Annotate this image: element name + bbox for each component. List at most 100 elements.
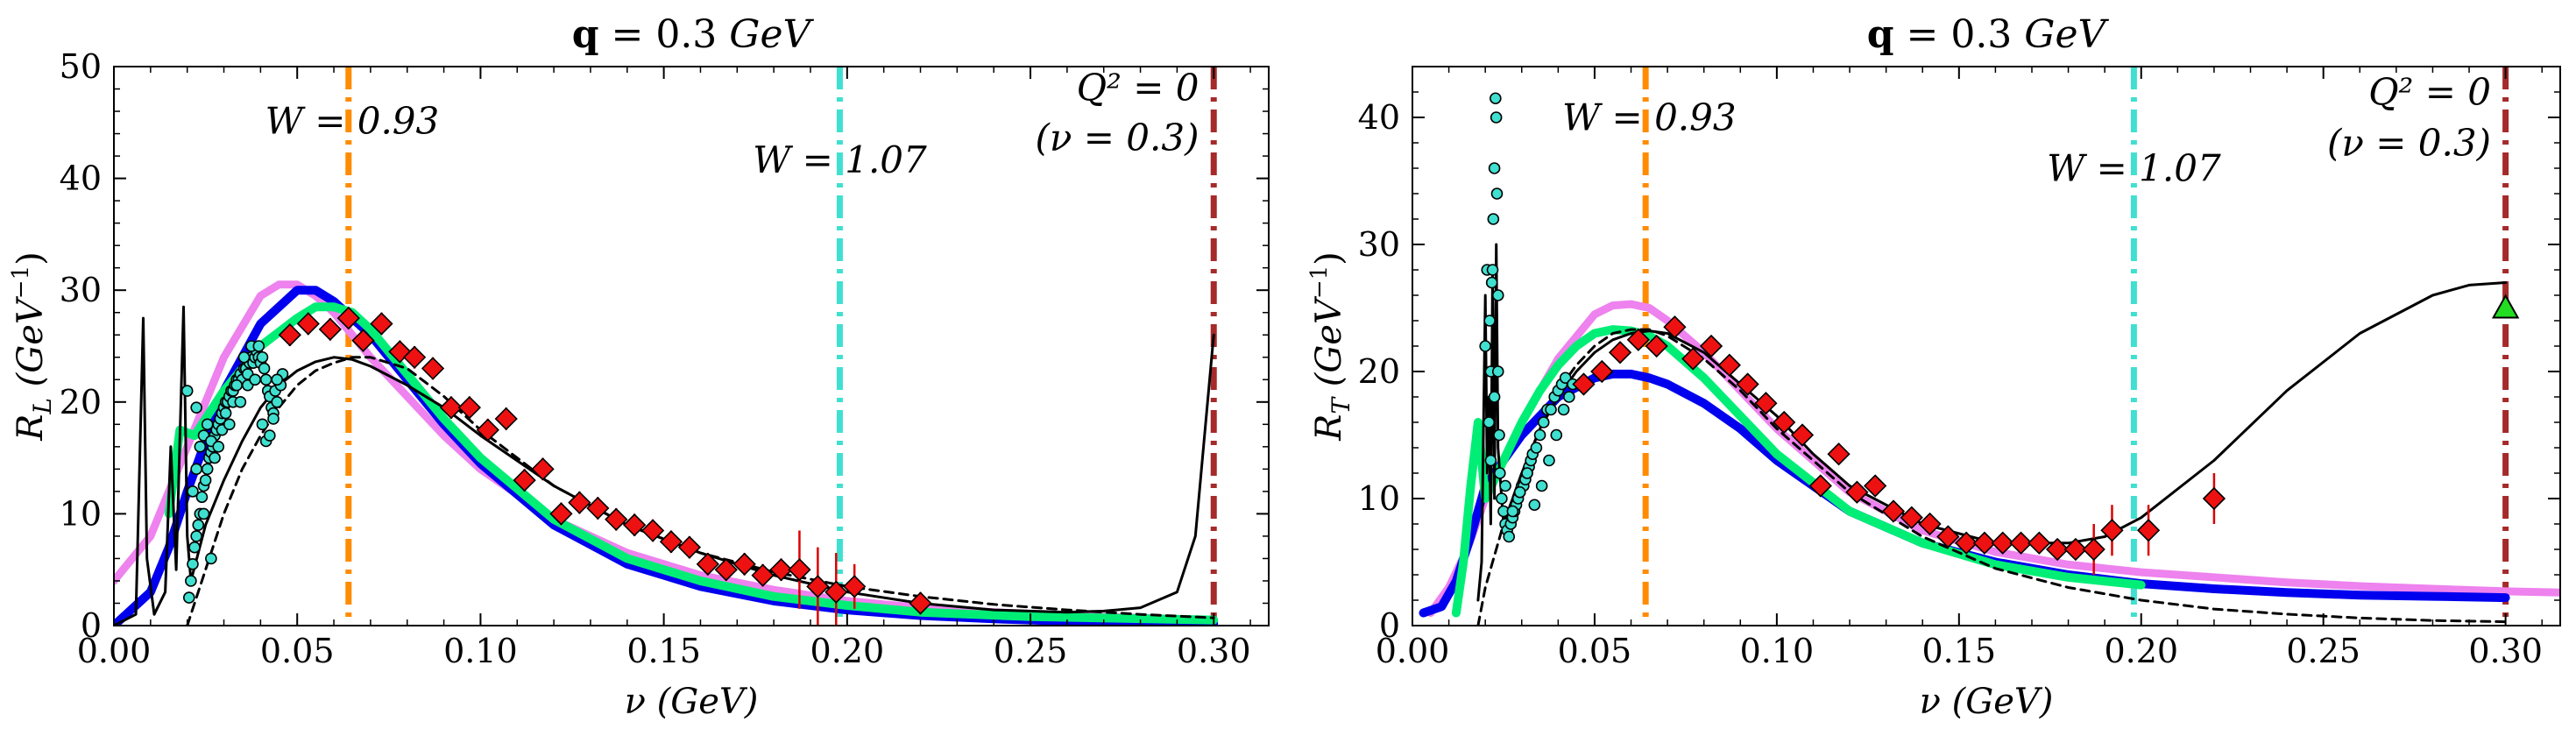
red-diamond <box>1699 334 1723 358</box>
y-tick-label: 10 <box>1358 479 1400 518</box>
x-tick-label: 0.20 <box>2104 632 2178 670</box>
cyan-point <box>1528 499 1541 512</box>
annotation-3: (ν = 0.3) <box>1036 117 1200 159</box>
cyan-point <box>182 591 195 604</box>
cyan-point <box>1496 492 1508 505</box>
annotation-2: Q² = 0 <box>1077 66 1200 109</box>
text-part: q <box>1867 12 1894 57</box>
red-diamond <box>2136 519 2161 542</box>
red-diamond <box>1790 423 1815 447</box>
y-tick-label: 0 <box>1379 606 1400 645</box>
x-tick-label: 0.15 <box>626 632 701 670</box>
red-diamond <box>1827 442 1851 466</box>
x-tick-label: 0.10 <box>443 632 518 670</box>
x-tick-label: 0.05 <box>1558 632 1632 670</box>
cyan-point <box>1483 315 1496 327</box>
red-diamond <box>2045 537 2070 562</box>
cyan-point <box>264 429 276 442</box>
red-diamond <box>513 468 536 492</box>
annotation-3: (ν = 0.3) <box>2327 122 2491 165</box>
cyan-point <box>190 530 202 542</box>
cyan-point <box>1488 162 1501 174</box>
text-part: ν <box>625 682 646 722</box>
text-part: (GeV) <box>1941 682 2053 722</box>
y-tick-label: 50 <box>60 47 102 86</box>
x-tick-label: 0.30 <box>1177 632 1251 670</box>
cyan-point <box>187 485 199 498</box>
cyan-point <box>197 507 210 520</box>
cyan-point <box>209 451 221 464</box>
y-axis-label: RT (GeV−1) <box>1306 251 1355 442</box>
red-diamond <box>1864 474 1887 498</box>
cyan-point <box>1545 403 1557 416</box>
red-diamond <box>1900 506 1923 529</box>
red-diamond <box>824 580 848 604</box>
red-diamond <box>732 552 756 576</box>
green-triangle <box>2491 294 2520 319</box>
red-diamond <box>1663 315 1687 339</box>
annotation-1: W = 1.07 <box>2047 147 2221 190</box>
cyan-point <box>1486 264 1499 276</box>
red-diamond <box>1681 347 1705 371</box>
x-tick-label: 0.25 <box>994 632 1068 670</box>
cyan-point <box>237 350 251 364</box>
red-diamond <box>318 317 342 341</box>
red-diamond <box>586 496 610 520</box>
red-diamond <box>1572 372 1596 396</box>
cyan-point <box>201 418 214 431</box>
cyan-point <box>1506 505 1519 518</box>
cyan-point <box>259 373 272 386</box>
red-diamond <box>2100 519 2124 542</box>
cyan-point <box>1483 416 1496 428</box>
text-part: R <box>1309 414 1349 442</box>
x-tick-label: 0.30 <box>2468 632 2543 670</box>
cyan-point <box>256 418 269 431</box>
left-panel-rl: 0.00 0.05 0.10 0.15 0.20 0.25 0.30 0 10 20 30 40 50 q… <box>8 12 1270 722</box>
text-part: = 0.3 <box>598 12 729 57</box>
red-diamond <box>402 345 427 369</box>
red-diamond <box>2082 537 2105 562</box>
red-diamond <box>659 530 683 554</box>
y-tick-label: 40 <box>1358 98 1400 137</box>
x-axis-label: ν (GeV) <box>1920 682 2054 722</box>
red-diamond <box>439 396 464 420</box>
text-part: ν <box>1920 682 1941 722</box>
text-part: R <box>11 414 51 442</box>
text-part: (GeV) <box>646 682 758 722</box>
red-diamond <box>494 407 518 431</box>
cyan-point <box>230 379 243 392</box>
cyan-point <box>1485 276 1498 289</box>
x-axis-label: ν (GeV) <box>625 682 759 722</box>
curve-1 <box>114 286 1219 626</box>
annotation-1: W = 1.07 <box>753 138 927 181</box>
cyan-point <box>258 362 271 375</box>
annotation-2: Q² = 0 <box>2368 71 2491 114</box>
red-diamond <box>1626 328 1650 351</box>
cyan-point <box>1491 365 1504 378</box>
cyan-point <box>201 463 214 476</box>
text-part: ) <box>1309 251 1349 265</box>
curve-2 <box>1451 325 2146 618</box>
text-part: q <box>572 12 599 57</box>
cyan-point <box>1493 428 1505 442</box>
red-diamond <box>1608 341 1632 364</box>
red-diamond <box>788 558 811 582</box>
cyan-point <box>1530 442 1543 454</box>
cyan-point <box>1557 403 1570 416</box>
text-part: −1 <box>1306 265 1333 299</box>
text-part: ) <box>11 251 51 265</box>
cyan-point <box>185 575 197 587</box>
red-diamond <box>351 329 375 352</box>
y-tick-label: 0 <box>81 606 102 645</box>
x-tick-label: 0.00 <box>77 632 152 670</box>
cyan-point <box>1488 391 1501 403</box>
cyan-point <box>205 552 217 565</box>
cyan-point <box>234 395 247 408</box>
text-part: (GeV <box>1309 295 1349 398</box>
y-axis-label: RL (GeV−1) <box>8 251 57 442</box>
red-diamond <box>2028 531 2051 555</box>
cyan-point <box>249 373 261 386</box>
red-diamond <box>806 575 830 598</box>
red-diamond <box>1936 525 1960 548</box>
text-part: (GeV <box>11 295 51 398</box>
